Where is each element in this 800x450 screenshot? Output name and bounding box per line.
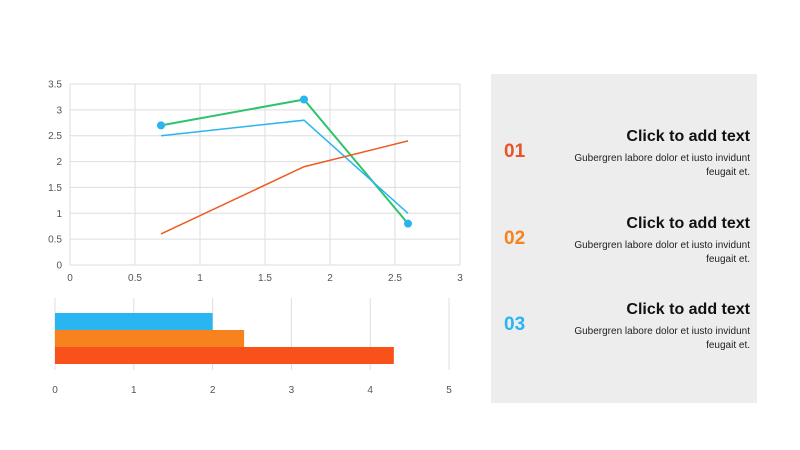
x-tick-label: 2 [210, 385, 216, 396]
series-line [160, 119, 409, 214]
data-point [157, 121, 165, 130]
item-title[interactable]: Click to add text [626, 301, 750, 318]
x-tick-label: 2 [327, 273, 333, 284]
item-number: 03 [504, 314, 526, 335]
x-tick-label: 1 [197, 273, 203, 284]
item-number: 01 [504, 141, 526, 162]
x-tick-label: 1.5 [258, 273, 272, 284]
x-tick-label: 3 [457, 273, 463, 284]
text-panel: 01 Click to add text Gubergren labore do… [491, 74, 757, 403]
bar [55, 347, 394, 364]
x-tick-label: 5 [446, 385, 452, 396]
data-point [404, 219, 412, 228]
y-tick-label: 0 [56, 261, 62, 272]
x-tick-label: 0 [52, 385, 58, 396]
bar [55, 313, 213, 330]
x-tick-label: 0.5 [128, 273, 142, 284]
y-tick-label: 1 [56, 209, 62, 220]
item-body[interactable]: Gubergren labore dolor et iusto invidunt… [574, 240, 750, 265]
item-number: 02 [504, 228, 526, 249]
item-title[interactable]: Click to add text [626, 128, 750, 145]
text-item-3[interactable]: 03 Click to add text Gubergren labore do… [491, 300, 757, 380]
text-item-1[interactable]: 01 Click to add text Gubergren labore do… [491, 127, 757, 207]
item-body[interactable]: Gubergren labore dolor et iusto invidunt… [574, 326, 750, 351]
data-point [300, 95, 308, 104]
x-tick-label: 1 [131, 385, 137, 396]
y-tick-label: 2.5 [48, 131, 62, 142]
x-tick-label: 4 [367, 385, 373, 396]
y-tick-label: 1.5 [48, 183, 62, 194]
x-tick-label: 2.5 [388, 273, 402, 284]
x-tick-label: 3 [289, 385, 295, 396]
item-body[interactable]: Gubergren labore dolor et iusto invidunt… [574, 153, 750, 178]
y-tick-label: 3.5 [48, 80, 62, 91]
y-tick-label: 0.5 [48, 235, 62, 246]
y-tick-label: 3 [56, 105, 62, 116]
x-tick-label: 0 [67, 273, 73, 284]
y-tick-label: 2 [56, 157, 62, 168]
bar-chart: 0 1 2 3 4 5 [52, 298, 452, 396]
item-title[interactable]: Click to add text [626, 215, 750, 232]
bar [55, 330, 245, 347]
text-item-2[interactable]: 02 Click to add text Gubergren labore do… [491, 214, 757, 294]
series-line [160, 140, 409, 235]
line-chart: 0 0.5 1 1.5 2 2.5 3 3.5 0 0.5 1 1.5 2 2.5 3 [48, 80, 463, 285]
